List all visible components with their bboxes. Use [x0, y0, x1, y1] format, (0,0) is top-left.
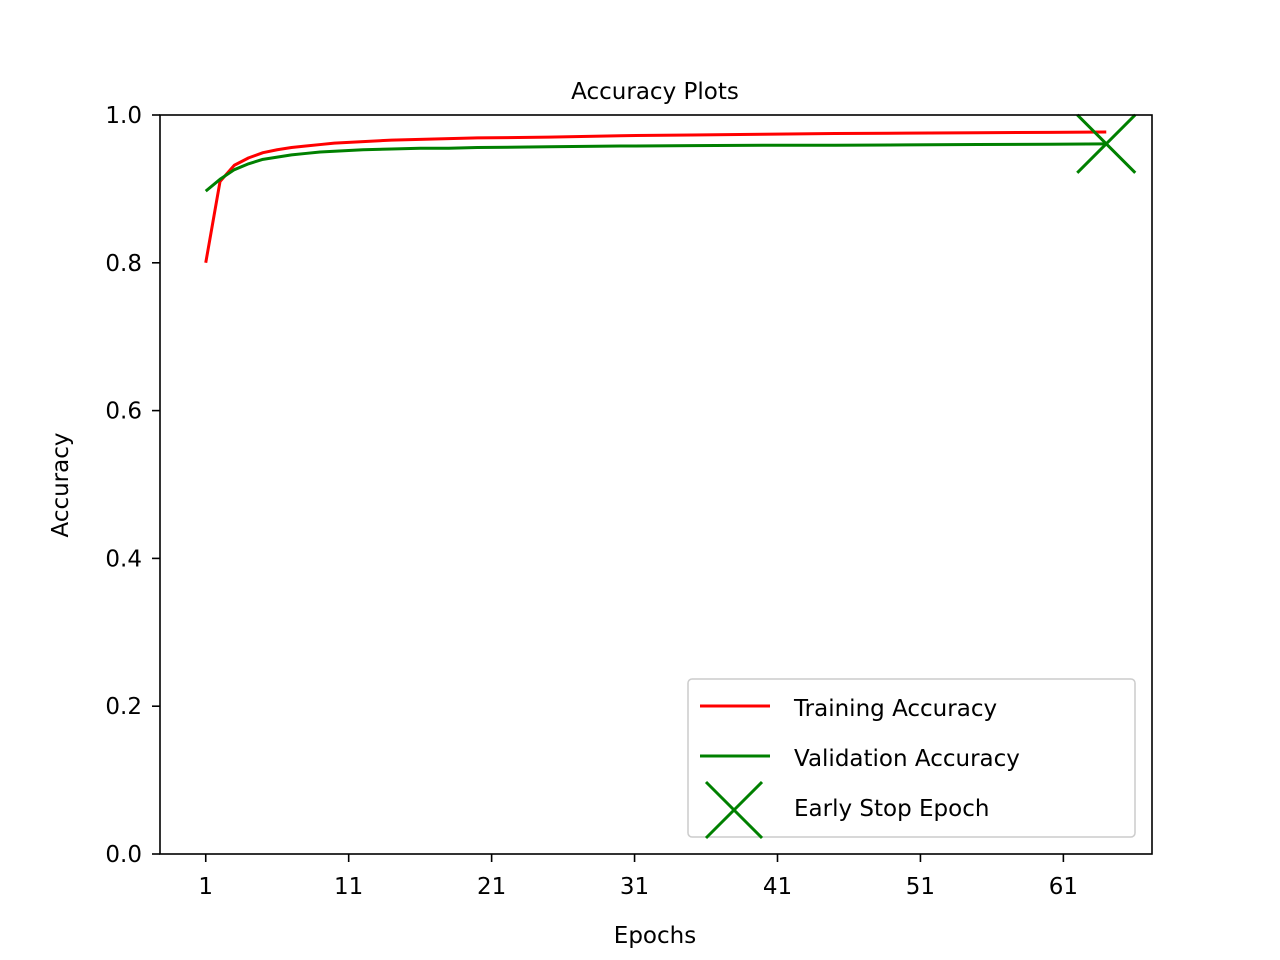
legend-frame: [687, 678, 1136, 838]
legend-label-training: Training Accuracy: [793, 696, 997, 722]
legend-swatch-early-stop: [704, 780, 764, 840]
y-tick-label: 0.0: [105, 842, 142, 868]
y-tick-label: 1.0: [105, 103, 142, 129]
legend-label-early-stop: Early Stop Epoch: [794, 796, 989, 822]
y-tick-label: 0.4: [105, 546, 142, 572]
y-axis-label: Accuracy: [48, 432, 74, 537]
chart-title: Accuracy Plots: [571, 79, 739, 105]
x-tick-label: 41: [763, 874, 792, 900]
series-line-validation-accuracy: [204, 142, 1107, 193]
series-line-training-accuracy: [204, 130, 1107, 264]
x-tick-label: 31: [620, 874, 649, 900]
x-axis-ticks: 1 11 21 31 41 51 61: [198, 854, 1078, 900]
legend-label-validation: Validation Accuracy: [794, 746, 1020, 772]
legend: Training Accuracy Validation Accuracy Ea…: [687, 678, 1136, 840]
y-tick-label: 0.8: [105, 251, 142, 277]
y-axis-ticks: 0.0 0.2 0.4 0.6 0.8 1.0: [105, 103, 160, 868]
early-stop-marker: [1076, 113, 1137, 174]
x-tick-label: 21: [477, 874, 506, 900]
x-tick-label: 61: [1049, 874, 1078, 900]
plot-frame: [159, 114, 1153, 855]
x-tick-label: 11: [334, 874, 363, 900]
y-tick-label: 0.6: [105, 399, 142, 425]
y-tick-label: 0.2: [105, 694, 142, 720]
x-tick-label: 1: [198, 874, 213, 900]
plot-area: [204, 113, 1137, 264]
x-tick-label: 51: [906, 874, 935, 900]
x-axis-label: Epochs: [614, 923, 696, 949]
